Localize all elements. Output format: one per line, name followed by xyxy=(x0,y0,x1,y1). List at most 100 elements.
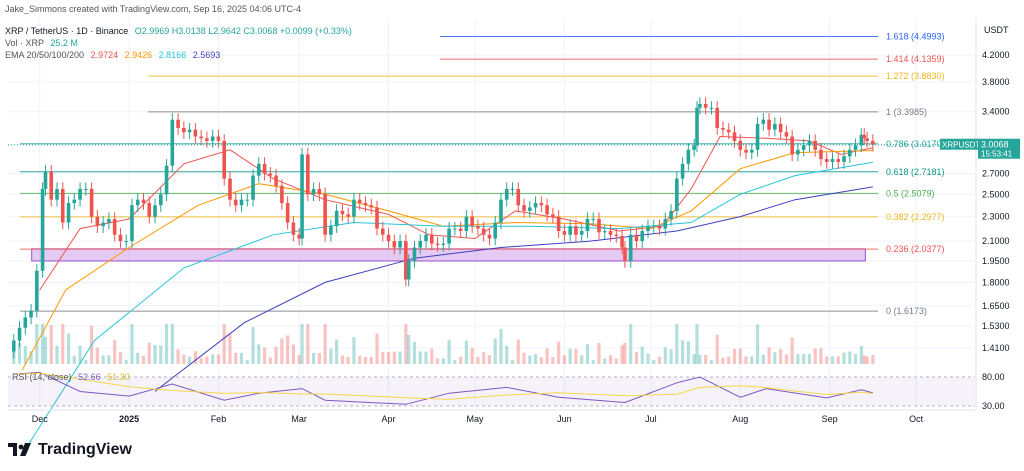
symbol-title[interactable]: XRP / TetherUS · 1D · Binance xyxy=(5,26,129,36)
candle-body xyxy=(251,175,255,200)
candle-body xyxy=(853,145,858,150)
volume-label[interactable]: Vol · XRP xyxy=(5,38,44,48)
candle-body xyxy=(17,327,22,341)
volume-bar xyxy=(695,324,699,364)
rsi-label[interactable]: RSI (14, close) xyxy=(12,372,72,382)
volume-bar xyxy=(43,336,48,364)
volume-bar xyxy=(291,344,296,364)
rsi-tick-label: 30.00 xyxy=(982,401,1005,411)
candle-body xyxy=(675,178,679,211)
candle-body xyxy=(680,163,685,179)
volume-bar xyxy=(274,346,278,364)
candle-body xyxy=(35,270,39,311)
candle-body xyxy=(193,129,198,137)
candle-body xyxy=(862,134,867,139)
volume-bar xyxy=(435,358,440,364)
candle-body xyxy=(101,222,105,227)
tradingview-logo[interactable]: TradingView xyxy=(8,441,132,459)
volume-row: Vol · XRP 25.2 M xyxy=(5,38,78,48)
ema-label[interactable]: EMA 20/50/100/200 xyxy=(5,50,85,60)
candle-body xyxy=(640,231,645,242)
candle-body xyxy=(807,140,812,146)
candle-body xyxy=(280,185,284,203)
volume-bar xyxy=(386,351,391,364)
volume-bar xyxy=(836,356,840,364)
candle-body xyxy=(418,241,423,248)
candle-body xyxy=(257,163,261,176)
volume-bar xyxy=(680,340,685,364)
volume-bar xyxy=(545,348,549,364)
ema20-value: 2.9724 xyxy=(90,50,119,60)
volume-bar xyxy=(640,346,644,364)
volume-bar xyxy=(568,348,572,364)
volume-bar xyxy=(755,324,760,364)
volume-bar xyxy=(404,324,408,364)
volume-bar xyxy=(306,324,310,364)
candle-body xyxy=(859,134,864,146)
volume-bar xyxy=(591,360,595,364)
y-tick-label: 1.8000 xyxy=(982,277,1010,287)
fib-label-1.414: 1.414 (4.1359) xyxy=(886,54,945,64)
candle-body xyxy=(865,138,869,141)
volume-bar xyxy=(176,349,180,364)
volume-bar xyxy=(603,358,607,364)
candle-body xyxy=(329,226,333,235)
candle-body xyxy=(568,226,572,235)
volume-bar xyxy=(623,342,627,364)
volume-bar xyxy=(557,341,561,364)
candle-body xyxy=(182,127,186,133)
y-tick-label: 2.1000 xyxy=(982,236,1010,246)
candle-body xyxy=(311,188,316,195)
candle-body xyxy=(274,175,278,186)
candle-body xyxy=(158,194,163,206)
candle-body xyxy=(585,218,590,232)
volume-bar xyxy=(634,351,639,364)
volume-bar xyxy=(813,348,817,364)
volume-bar xyxy=(49,325,53,364)
volume-bar xyxy=(153,344,157,364)
symbol-tag xyxy=(940,138,978,150)
volume-bar xyxy=(257,344,261,364)
y-tick-label: 3.4000 xyxy=(982,107,1010,117)
candle-body xyxy=(669,210,673,219)
x-tick-label: Oct xyxy=(909,414,924,424)
rsi-legend: RSI (14, close) 52.66 51.30 xyxy=(12,372,130,382)
volume-bar xyxy=(147,342,151,364)
volume-bar xyxy=(848,351,852,364)
x-tick-label: Apr xyxy=(382,414,396,424)
candle-body xyxy=(698,103,702,108)
candle-body xyxy=(562,231,567,235)
volume-bar xyxy=(363,357,368,364)
volume-bar xyxy=(107,355,111,364)
candle-body xyxy=(646,226,650,232)
candle-body xyxy=(216,136,221,141)
x-tick-label: Sep xyxy=(822,414,838,424)
candle-body xyxy=(651,226,656,228)
volume-bar xyxy=(447,339,451,364)
candle-body xyxy=(130,205,134,242)
volume-bar xyxy=(398,351,402,364)
candle-body xyxy=(692,145,696,150)
candle-body xyxy=(369,205,374,208)
candle-body xyxy=(375,207,379,229)
volume-bar xyxy=(790,337,794,364)
candle-body xyxy=(118,234,123,242)
volume-bar xyxy=(865,356,869,364)
price-tag xyxy=(978,138,1020,159)
brand-name: TradingView xyxy=(38,441,132,458)
candle-body xyxy=(245,199,250,201)
candle-body xyxy=(516,188,521,206)
candle-body xyxy=(499,199,503,223)
candle-body xyxy=(441,243,446,245)
candle-body xyxy=(406,260,411,280)
volume-bar xyxy=(853,354,858,364)
fibonacci-levels: 1.618 (4.4993) 1.414 (4.1359) 1.272 (3.883… xyxy=(20,32,945,316)
volume-bar xyxy=(657,356,662,364)
volume-bar xyxy=(732,348,737,364)
price-tag-value: 3.0068 xyxy=(981,140,1009,150)
candle-body xyxy=(429,234,434,244)
candle-body xyxy=(591,218,596,220)
volume-bar xyxy=(358,355,362,364)
candle-body xyxy=(836,159,841,162)
